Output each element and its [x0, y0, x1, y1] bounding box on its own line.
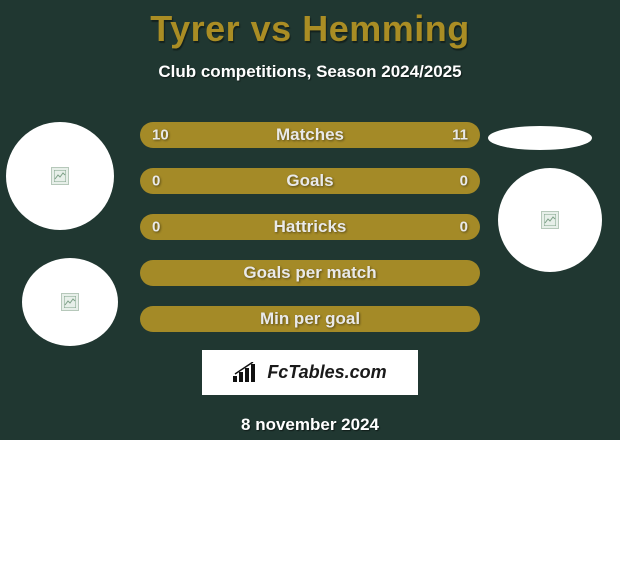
- stat-left-value: 10: [152, 127, 169, 144]
- broken-image-icon: [51, 167, 69, 185]
- stat-label: Goals per match: [243, 263, 376, 283]
- bottom-blank-area: [0, 440, 620, 580]
- stat-row-hattricks: 0 Hattricks 0: [140, 214, 480, 240]
- date-text: 8 november 2024: [0, 415, 620, 435]
- page-title: Tyrer vs Hemming: [0, 0, 620, 50]
- broken-image-icon: [541, 211, 559, 229]
- stat-label: Matches: [276, 125, 344, 145]
- stat-left-value: 0: [152, 219, 160, 236]
- broken-image-icon: [61, 293, 79, 311]
- player-right-avatar: [498, 168, 602, 272]
- stat-right-value: 11: [452, 127, 468, 144]
- decorative-ellipse: [488, 126, 592, 150]
- stat-label: Hattricks: [274, 217, 347, 237]
- stat-left-value: 0: [152, 173, 160, 190]
- player-left-avatar-1: [6, 122, 114, 230]
- infographic-panel: Tyrer vs Hemming Club competitions, Seas…: [0, 0, 620, 440]
- stat-label: Min per goal: [260, 309, 360, 329]
- player-left-avatar-2: [22, 258, 118, 346]
- stat-row-min-per-goal: Min per goal: [140, 306, 480, 332]
- logo-box: FcTables.com: [202, 350, 418, 395]
- stat-row-goals: 0 Goals 0: [140, 168, 480, 194]
- stats-bars: 10 Matches 11 0 Goals 0 0 Hattricks 0 Go…: [140, 122, 480, 332]
- stat-label: Goals: [286, 171, 333, 191]
- stat-row-goals-per-match: Goals per match: [140, 260, 480, 286]
- stat-right-value: 0: [460, 173, 468, 190]
- stat-row-matches: 10 Matches 11: [140, 122, 480, 148]
- stat-right-value: 0: [460, 219, 468, 236]
- bars-icon: [233, 362, 261, 384]
- subtitle: Club competitions, Season 2024/2025: [0, 62, 620, 82]
- logo-text: FcTables.com: [267, 362, 386, 383]
